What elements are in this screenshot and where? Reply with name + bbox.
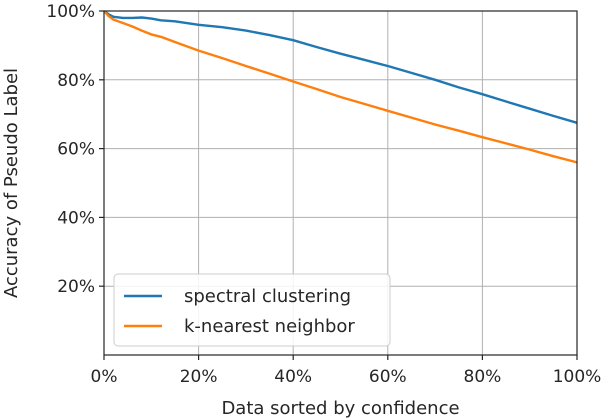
series-line-spectral-clustering: [103, 10, 578, 124]
y-tick-label: 100%: [46, 2, 95, 22]
x-axis-label: Data sorted by confidence: [221, 398, 459, 419]
plot-frame: [103, 10, 578, 356]
series-lines: [103, 10, 578, 164]
x-tick-label: 40%: [274, 367, 312, 387]
y-tick-label: 40%: [57, 208, 95, 228]
x-tick-label: 100%: [553, 367, 602, 387]
legend-label: k-nearest neighbor: [184, 316, 355, 337]
legend-box: [113, 273, 391, 347]
legend: spectral clustering k-nearest neighbor: [113, 273, 391, 347]
series-line-k-nearest-neighbor: [103, 10, 578, 164]
y-tick-label: 80%: [57, 71, 95, 91]
y-axis-label: Accuracy of Pseudo Label: [1, 68, 22, 298]
axis-ticks: 0% 20% 40% 60% 80% 100% 20% 40% 60% 80% 100%: [46, 2, 601, 387]
x-tick-label: 0%: [91, 367, 118, 387]
x-tick-label: 60%: [369, 367, 407, 387]
y-tick-label: 20%: [57, 277, 95, 297]
y-tick-label: 60%: [57, 140, 95, 160]
x-tick-label: 80%: [464, 367, 502, 387]
x-tick-label: 20%: [180, 367, 218, 387]
legend-label: spectral clustering: [184, 286, 351, 307]
